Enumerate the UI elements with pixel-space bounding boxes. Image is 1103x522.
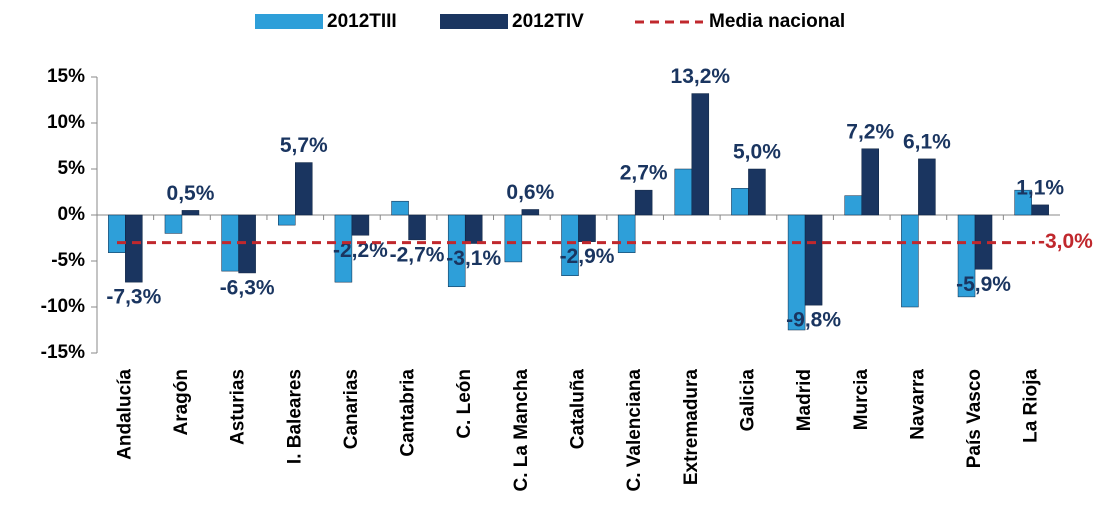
bar xyxy=(674,168,693,216)
y-tick-label: -5% xyxy=(51,250,85,271)
legend-label: 2012TIV xyxy=(512,11,584,32)
reference-label: -3,0% xyxy=(1038,230,1093,253)
value-label: 0,6% xyxy=(506,181,554,204)
value-label: 5,7% xyxy=(280,134,328,157)
value-label: 13,2% xyxy=(671,65,731,88)
value-label: -5,9% xyxy=(956,273,1011,296)
bar xyxy=(578,214,596,242)
bar xyxy=(295,162,313,216)
bar xyxy=(181,210,200,216)
bar xyxy=(334,214,353,283)
bar xyxy=(447,214,466,288)
bar xyxy=(408,214,426,241)
bar xyxy=(731,188,749,216)
bar xyxy=(278,214,296,226)
bar xyxy=(748,168,766,216)
x-tick-label: Extremadura xyxy=(681,369,702,486)
value-label: 5,0% xyxy=(733,141,781,164)
value-label: 0,5% xyxy=(167,182,215,205)
bar xyxy=(804,214,823,306)
value-label: 7,2% xyxy=(846,120,894,143)
bar xyxy=(391,200,409,216)
x-tick-label: Cantabria xyxy=(398,369,419,457)
y-tick-label: 10% xyxy=(47,112,85,133)
value-label: 2,7% xyxy=(620,162,668,185)
bar xyxy=(634,189,653,216)
bar xyxy=(504,214,523,263)
y-tick-label: -10% xyxy=(41,296,85,317)
x-tick-label: Galicia xyxy=(737,369,758,432)
y-tick-label: 5% xyxy=(58,158,86,179)
legend-swatch xyxy=(440,14,508,29)
value-label: -2,2% xyxy=(333,239,388,262)
value-label: -9,8% xyxy=(786,309,841,332)
x-tick-label: Andalucía xyxy=(114,369,135,460)
x-tick-label: Madrid xyxy=(794,369,815,431)
bar xyxy=(108,214,126,253)
value-label: -3,1% xyxy=(446,247,501,270)
x-tick-label: C. La Mancha xyxy=(511,369,532,492)
value-label: -2,9% xyxy=(560,245,615,268)
value-label: -6,3% xyxy=(220,277,275,300)
x-tick-label: Cataluña xyxy=(568,369,589,450)
legend-label: Media nacional xyxy=(709,11,845,32)
y-tick-label: 15% xyxy=(47,66,85,87)
bar xyxy=(844,195,862,216)
value-label: 1,1% xyxy=(1016,176,1064,199)
bar xyxy=(1014,189,1032,216)
x-tick-label: Asturias xyxy=(228,369,249,445)
bar xyxy=(1031,204,1049,216)
bar xyxy=(125,214,143,283)
value-label: 6,1% xyxy=(903,130,951,153)
bar xyxy=(918,158,936,216)
legend-swatch xyxy=(255,14,323,29)
x-tick-label: País Vasco xyxy=(964,369,985,468)
value-label: -7,3% xyxy=(106,286,161,309)
x-tick-label: La Rioja xyxy=(1021,369,1042,443)
bar xyxy=(617,214,636,253)
x-tick-label: Murcia xyxy=(851,369,872,431)
bar xyxy=(561,214,579,276)
x-tick-label: Aragón xyxy=(171,369,192,436)
y-tick-label: -15% xyxy=(41,342,85,363)
bar xyxy=(521,209,540,216)
x-tick-label: C. León xyxy=(454,369,475,439)
x-tick-label: I. Baleares xyxy=(284,369,305,464)
value-label: -2,7% xyxy=(390,243,445,266)
y-tick-label: 0% xyxy=(58,204,86,225)
x-tick-label: C. Valenciana xyxy=(624,369,645,492)
bar xyxy=(164,214,183,234)
bar xyxy=(901,214,919,308)
legend-label: 2012TIII xyxy=(327,11,397,32)
bar xyxy=(351,214,370,236)
x-tick-label: Canarias xyxy=(341,369,362,449)
bar xyxy=(861,148,879,216)
bar xyxy=(691,93,710,216)
bar xyxy=(464,214,483,244)
x-tick-label: Navarra xyxy=(907,369,928,440)
